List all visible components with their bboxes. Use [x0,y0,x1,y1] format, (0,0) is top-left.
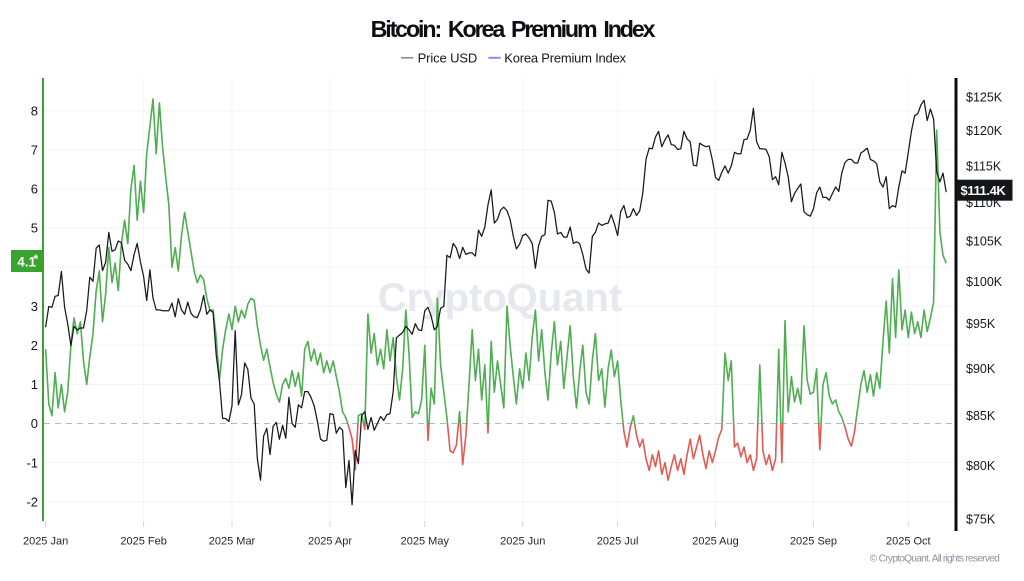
svg-text:© CryptoQuant. All rights rese: © CryptoQuant. All rights reserved [870,554,1000,565]
svg-text:$111.4K: $111.4K [961,183,1007,198]
svg-text:6: 6 [31,182,38,197]
svg-text:$115K: $115K [966,159,1002,173]
svg-text:-2: -2 [26,494,38,509]
svg-text:$90K: $90K [966,362,996,376]
svg-text:4.1: 4.1 [17,254,36,269]
svg-text:Korea Premium Index: Korea Premium Index [504,50,626,65]
svg-text:$105K: $105K [966,235,1003,249]
svg-text:2025 Jun: 2025 Jun [500,536,545,548]
svg-text:$95K: $95K [966,317,996,331]
svg-text:*: * [34,252,39,266]
svg-text:$100K: $100K [966,275,1003,289]
svg-text:2025 Aug: 2025 Aug [692,536,739,548]
svg-text:Bitcoin: Korea Premium Index: Bitcoin: Korea Premium Index [371,16,656,42]
svg-text:2025 Feb: 2025 Feb [120,536,166,548]
svg-text:$85K: $85K [966,409,996,423]
svg-text:Price USD: Price USD [418,50,478,65]
svg-text:$75K: $75K [966,512,996,526]
svg-text:CryptoQuant: CryptoQuant [378,276,622,320]
svg-text:1: 1 [31,377,38,392]
svg-text:3: 3 [31,299,38,314]
svg-text:-1: -1 [26,455,38,470]
svg-text:5: 5 [31,221,38,236]
svg-text:2025 Apr: 2025 Apr [308,536,352,548]
svg-text:2025 May: 2025 May [401,536,450,548]
svg-text:2025 Sep: 2025 Sep [790,536,837,548]
svg-text:2025 Jul: 2025 Jul [597,536,639,548]
svg-text:8: 8 [31,103,38,118]
svg-text:2: 2 [31,338,38,353]
svg-text:0: 0 [31,416,38,431]
svg-text:7: 7 [31,143,38,158]
svg-text:$125K: $125K [966,91,1003,105]
svg-text:$120K: $120K [966,124,1003,138]
svg-text:2025 Mar: 2025 Mar [209,536,256,548]
svg-text:$80K: $80K [966,459,996,473]
svg-text:2025 Oct: 2025 Oct [886,536,931,548]
svg-text:2025 Jan: 2025 Jan [23,536,68,548]
